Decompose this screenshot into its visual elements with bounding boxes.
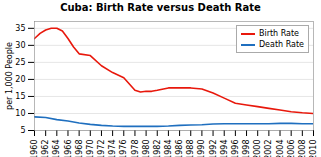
svg-text:2002: 2002 <box>264 140 273 157</box>
svg-text:25: 25 <box>15 58 25 67</box>
svg-text:2008: 2008 <box>298 140 307 157</box>
svg-text:1964: 1964 <box>52 140 61 157</box>
svg-text:2004: 2004 <box>276 140 285 157</box>
svg-text:2006: 2006 <box>287 140 296 157</box>
svg-text:1996: 1996 <box>231 140 240 157</box>
svg-text:1966: 1966 <box>64 140 73 157</box>
svg-text:20: 20 <box>15 75 25 84</box>
svg-text:5: 5 <box>20 126 25 135</box>
svg-text:1990: 1990 <box>197 140 206 157</box>
svg-text:1998: 1998 <box>242 140 251 157</box>
svg-text:35: 35 <box>15 24 25 33</box>
svg-text:1970: 1970 <box>86 140 95 157</box>
svg-text:30: 30 <box>15 41 25 50</box>
svg-text:1988: 1988 <box>186 140 195 157</box>
svg-text:1986: 1986 <box>175 140 184 157</box>
html-text:Death Rate: Death Rate <box>258 40 304 49</box>
html-text:Cuba: Birth Rate versus Death: Cuba: Birth Rate versus Death Rate <box>60 2 261 13</box>
svg-text:1968: 1968 <box>75 140 84 157</box>
svg-text:1982: 1982 <box>153 140 162 157</box>
svg-text:1972: 1972 <box>97 140 106 157</box>
svg-text:1978: 1978 <box>131 140 140 157</box>
svg-text:10: 10 <box>15 109 25 118</box>
svg-text:2010: 2010 <box>309 140 318 157</box>
svg-text:1984: 1984 <box>164 140 173 157</box>
svg-text:2000: 2000 <box>253 140 262 157</box>
svg-text:per 1,000 People: per 1,000 People <box>5 42 14 110</box>
svg-text:1992: 1992 <box>209 140 218 157</box>
svg-text:1976: 1976 <box>119 140 128 157</box>
html-text:Birth Rate: Birth Rate <box>258 29 299 38</box>
svg-text:1980: 1980 <box>142 140 151 157</box>
svg-text:1994: 1994 <box>220 140 229 157</box>
svg-text:1960: 1960 <box>30 140 39 157</box>
svg-text:1974: 1974 <box>108 140 117 157</box>
svg-text:15: 15 <box>15 92 25 101</box>
svg-text:1962: 1962 <box>41 140 50 157</box>
